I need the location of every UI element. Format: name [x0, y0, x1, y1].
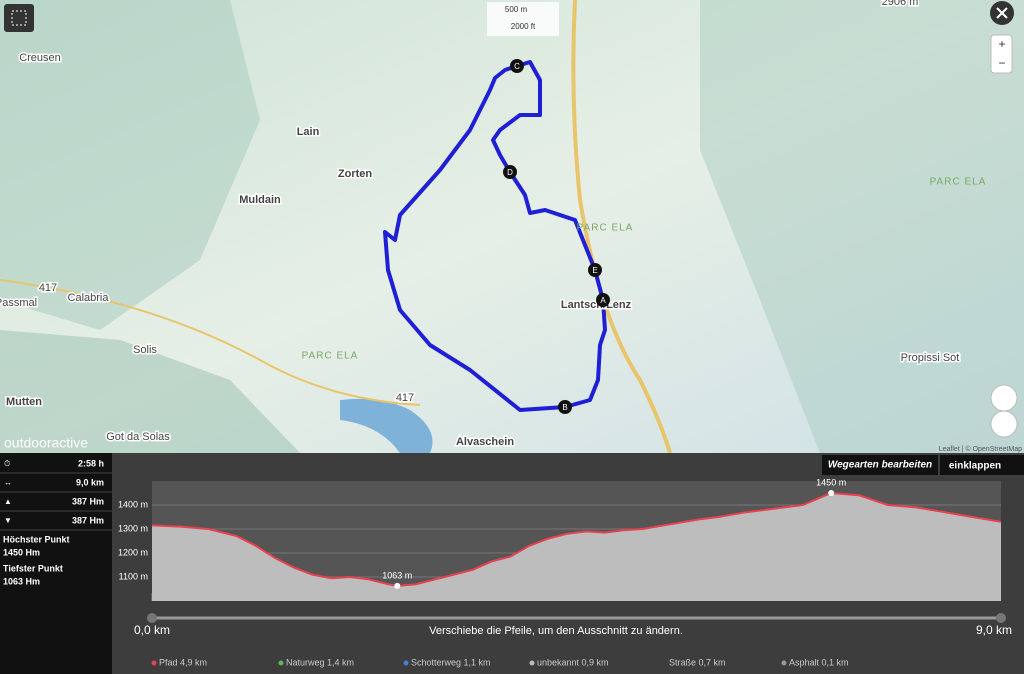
- stat-value: 1063 Hm: [3, 576, 40, 586]
- place-label: Propissi Sot: [901, 352, 960, 364]
- stat-icon: ▲: [4, 497, 12, 506]
- logo: outdooractive: [4, 435, 88, 451]
- y-tick-label: 1200 m: [118, 547, 148, 557]
- y-tick-label: 1100 m: [119, 571, 148, 581]
- range-handle[interactable]: [147, 613, 157, 623]
- waypoint[interactable]: [510, 59, 524, 73]
- select-tool[interactable]: [4, 4, 34, 32]
- range-handle[interactable]: [996, 613, 1006, 623]
- place-label: Lantsch/Lenz: [561, 299, 632, 311]
- waypoint-label: D: [507, 168, 513, 177]
- place-label: Mutten: [6, 396, 42, 408]
- stat-icon: ↔: [4, 478, 12, 487]
- zoom-out[interactable]: −: [998, 56, 1005, 70]
- stat-icon: ⏱: [4, 459, 10, 468]
- place-label: Zorten: [338, 168, 373, 180]
- legend-swatch: [278, 660, 284, 666]
- waypoint[interactable]: [503, 165, 517, 179]
- place-label: 417: [396, 392, 414, 404]
- waypoint[interactable]: [588, 263, 602, 277]
- stat-value: 2:58 h: [78, 458, 104, 468]
- park-label: PARC ELA: [302, 351, 359, 362]
- place-label: Passmal: [0, 297, 37, 309]
- legend-label: Straße 0,7 km: [669, 657, 726, 667]
- extreme-marker: [828, 490, 835, 496]
- range-start: 0,0 km: [134, 623, 170, 637]
- legend-label: Asphalt 0,1 km: [789, 657, 849, 667]
- stat-caption: Höchster Punkt: [3, 534, 70, 544]
- y-tick-label: 1400 m: [118, 499, 148, 509]
- zoom-in[interactable]: +: [998, 37, 1005, 51]
- annotation: 1450 m: [816, 477, 846, 487]
- place-label: Alvaschein: [456, 436, 514, 448]
- mountain-shade: [0, 0, 260, 330]
- waypoint[interactable]: [596, 293, 610, 307]
- poi-button[interactable]: [990, 384, 1018, 412]
- stat-value: 387 Hm: [72, 496, 104, 506]
- legend-swatch: [529, 660, 535, 666]
- legend-label: Schotterweg 1,1 km: [411, 657, 491, 667]
- route[interactable]: [383, 60, 607, 412]
- stats-sidebar: [0, 453, 112, 674]
- legend-label: Pfad 4,9 km: [159, 657, 207, 667]
- stat-caption: Tiefster Punkt: [3, 563, 63, 573]
- scale-metric: 500 m: [505, 5, 528, 14]
- legend-label: unbekannt 0,9 km: [537, 657, 609, 667]
- park-label: PARC ELA: [930, 177, 987, 188]
- profile-line: [151, 491, 1002, 587]
- attribution: Leaflet | © OpenStreetMap: [939, 445, 1022, 453]
- place-label: Calabria: [68, 292, 110, 304]
- y-tick-label: 1300 m: [118, 523, 148, 533]
- waypoint[interactable]: [558, 400, 572, 414]
- park-label: PARC ELA: [577, 223, 634, 234]
- legend-swatch: [151, 660, 157, 666]
- waypoint-label: A: [600, 296, 606, 305]
- collapse-label[interactable]: einklappen: [949, 461, 1001, 472]
- scale-imperial: 2000 ft: [511, 22, 536, 31]
- annotation: 1063 m: [382, 570, 412, 580]
- waypoint-label: C: [514, 62, 520, 71]
- place-label: Got da Solas: [106, 431, 170, 443]
- road: [0, 279, 421, 406]
- stat-value: 1450 Hm: [3, 547, 40, 557]
- mountain-shade: [700, 0, 1024, 453]
- layers-button[interactable]: [990, 410, 1018, 438]
- collapse-button[interactable]: [940, 455, 1024, 475]
- place-label: Solis: [133, 344, 157, 356]
- legend-swatch: [661, 660, 667, 666]
- legend-label: Naturweg 1,4 km: [286, 657, 354, 667]
- map[interactable]: [0, 0, 1024, 454]
- place-label: 417: [39, 282, 57, 294]
- edit-button[interactable]: [822, 455, 938, 475]
- place-label: Lain: [297, 126, 320, 138]
- extreme-marker: [394, 582, 401, 589]
- range-hint: Verschiebe die Pfeile, um den Ausschnitt…: [429, 625, 683, 637]
- stat-value: 387 Hm: [72, 515, 104, 525]
- legend-swatch: [403, 660, 409, 666]
- place-label: 2906 m: [882, 0, 919, 8]
- range-end: 9,0 km: [976, 623, 1012, 637]
- stat-value: 9,0 km: [76, 477, 104, 487]
- lake: [340, 398, 433, 453]
- stat-icon: ▼: [4, 516, 12, 525]
- zoom-control: [990, 34, 1013, 74]
- edit-label[interactable]: Wegearten bearbeiten: [828, 460, 932, 471]
- waypoint-label: B: [562, 403, 567, 412]
- waypoint-label: E: [592, 266, 597, 275]
- mountain-shade: [0, 330, 300, 453]
- legend-swatch: [781, 660, 787, 666]
- profile-area: [152, 493, 1001, 601]
- place-label: Muldain: [239, 194, 281, 206]
- select-icon: [11, 10, 27, 26]
- scale-box: [487, 2, 559, 36]
- close-icon: [996, 7, 1008, 19]
- place-label: Creusen: [19, 52, 61, 64]
